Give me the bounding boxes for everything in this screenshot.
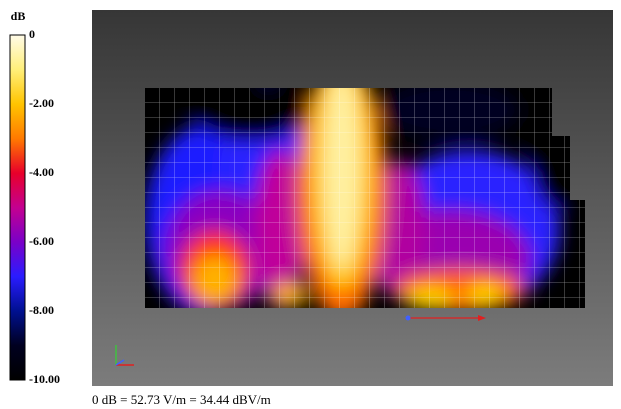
axis-triad — [115, 345, 134, 366]
colorbar-label: 0 — [29, 27, 35, 41]
colorbar-labels: 0 -2.00 -4.00 -6.00 -8.00 -10.00 — [29, 27, 60, 386]
colorbar-label: -6.00 — [29, 234, 54, 248]
field-map — [145, 88, 585, 308]
colorbar-label: -4.00 — [29, 165, 54, 179]
colorbar-label: -2.00 — [29, 96, 54, 110]
colorbar-unit: dB — [11, 9, 26, 23]
probe-axis — [405, 315, 486, 321]
colorbar-label: -10.00 — [29, 372, 60, 386]
colorbar — [9, 34, 26, 381]
colorbar-label: -8.00 — [29, 303, 54, 317]
caption: 0 dB = 52.73 V/m = 34.44 dBV/m — [92, 392, 271, 407]
